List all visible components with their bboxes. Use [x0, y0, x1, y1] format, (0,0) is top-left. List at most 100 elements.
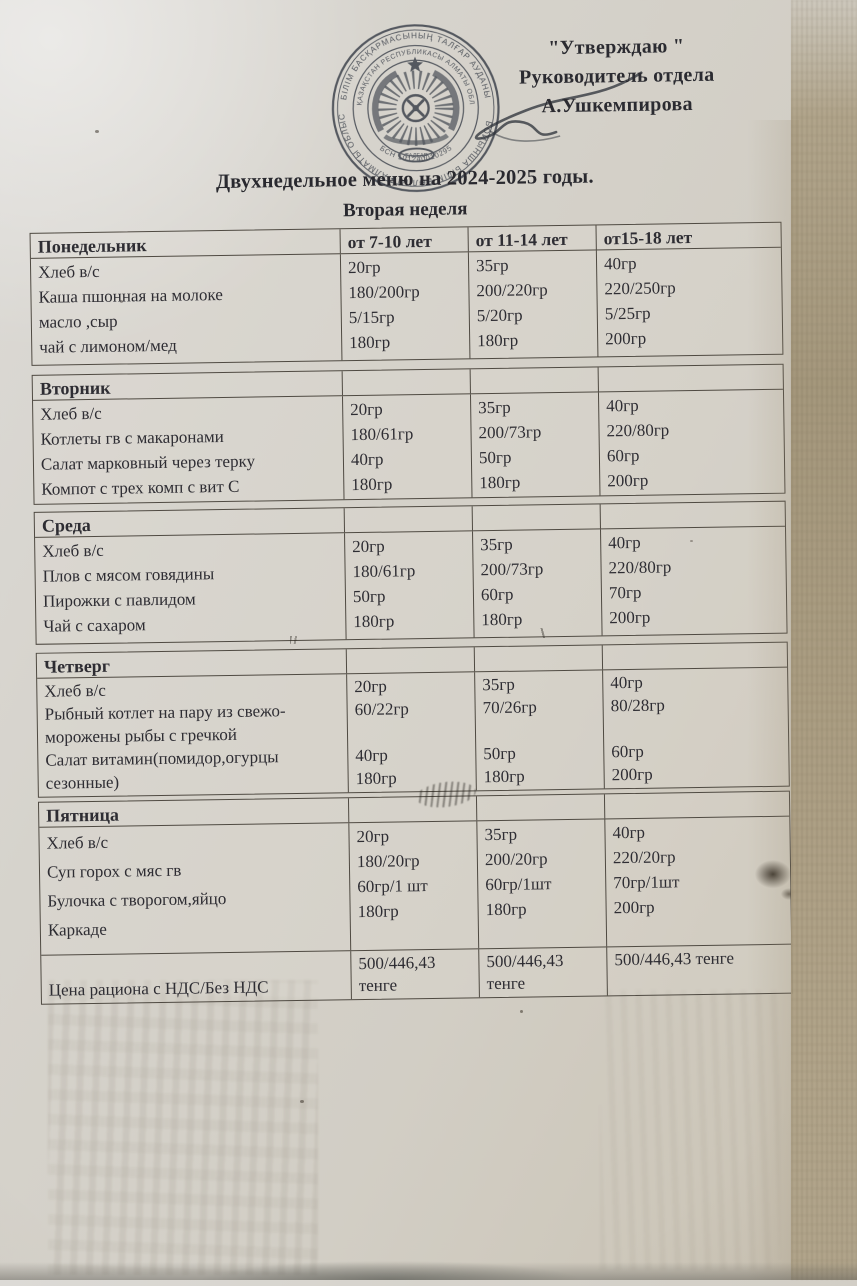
portion-line: 180/61гр	[350, 424, 414, 445]
stamp-banner-text: ТАЛҒАР	[405, 154, 428, 160]
paper-speck	[300, 1100, 304, 1103]
portion-line: 5/15гр	[348, 307, 395, 328]
official-round-stamp-icon: БІЛІМ БАСҚАРМАСЫНЫҢ ТАЛҒАР АУДАНЫ БОЙЫНШ…	[318, 8, 509, 202]
menu-day-block: Среда Хлеб в/с Плов с мясом говядины Пирожк…	[33, 500, 788, 645]
portion-line: 80/28гр	[610, 695, 665, 716]
portion-line: 200гр	[613, 897, 655, 918]
day-name: Пятница	[46, 804, 120, 826]
portion-line: 180гр	[353, 611, 395, 632]
portion-line: 35гр	[480, 534, 513, 555]
paper-speck	[520, 1010, 523, 1013]
portion-line: 180гр	[485, 899, 527, 920]
dish-list: Хлеб в/с Рыбный котлет на пару из свежо-м…	[37, 674, 348, 797]
stray-pen-mark	[290, 636, 304, 644]
portion-line: 220/250гр	[604, 278, 676, 299]
portion-line: 70гр	[608, 582, 642, 603]
dish-line: Компот с трех комп с вит С	[41, 476, 240, 499]
age-header	[469, 367, 598, 394]
portion-line: 35гр	[475, 255, 509, 276]
portion-line: 200гр	[609, 607, 651, 628]
age-header: от 11-14 лет	[467, 225, 596, 252]
dish-line: Суп горох с мяс гв	[46, 860, 182, 882]
portion-line: 35гр	[484, 824, 518, 845]
age-header	[475, 794, 605, 821]
dish-line: Каркаде	[47, 919, 107, 940]
portion-line: 60гр/1 шт	[357, 876, 428, 897]
dish-list: Хлеб в/с Суп горох с мяс гв Булочка с твор…	[39, 823, 350, 955]
dish-line: сезонные)	[45, 772, 120, 793]
age-header	[343, 506, 472, 533]
portion-line: 20гр	[347, 257, 381, 278]
portion-line: 60гр	[606, 445, 640, 466]
portion-column: 35гр 200/20гр 60гр/1шт 180гр	[476, 819, 607, 949]
portion-line: 200/220гр	[476, 280, 548, 301]
day-content-row: Хлеб в/с Рыбный котлет на пару из свежо-м…	[37, 667, 789, 797]
portion-column: 35гр 200/73гр 60гр 180гр	[472, 529, 602, 638]
portion-line: 200гр	[611, 764, 653, 785]
portion-line	[355, 719, 471, 744]
day-content-row: Хлеб в/с Плов с мясом говядины Пирожки с п…	[35, 526, 787, 644]
portion-line: 20гр	[356, 826, 390, 847]
day-content-row: Хлеб в/с Котлеты гв с макаронами Салат мар…	[33, 389, 785, 504]
portion-column: 20гр 180/200гр 5/15гр 180гр	[339, 252, 470, 361]
paper-speck	[120, 300, 123, 303]
dish-list: Хлеб в/с Плов с мясом говядины Пирожки с п…	[35, 533, 346, 644]
day-content-row: Хлеб в/с Каша пшонная на молоке масло ,сыр…	[31, 247, 783, 365]
portion-line: 40гр	[350, 449, 384, 470]
portion-line: 60/22гр	[354, 699, 409, 720]
stamp-emblem-icon: ТАЛҒАР	[372, 56, 460, 163]
day-name: Вторник	[39, 377, 111, 399]
price-value: 500/446,43 тенге	[350, 949, 479, 1000]
portion-line: 20гр	[352, 536, 385, 557]
age-header	[603, 791, 790, 819]
portion-line: 200/73гр	[480, 559, 544, 580]
stamp-star-icon	[407, 56, 423, 72]
portion-line: 180гр	[477, 330, 519, 351]
portion-column: 35гр 200/73гр 50гр 180гр	[469, 392, 600, 498]
portion-line: 60гр	[480, 584, 514, 605]
menu-day-block: Понедельник от 7-10 лет от 11-14 лет от15-1…	[29, 221, 784, 366]
portion-line: 180гр	[479, 472, 521, 493]
portion-column: 20гр 180/61гр 40гр 180гр	[341, 394, 472, 500]
portion-line: 200гр	[607, 470, 649, 491]
price-value: 500/446,43 тенге	[606, 944, 792, 996]
portion-line: 220/80гр	[608, 557, 672, 578]
portion-column: 40гр 220/80гр 70гр 200гр	[599, 526, 787, 636]
portion-line: 180гр	[349, 332, 391, 353]
portion-line: 40гр	[608, 532, 641, 553]
portion-line: 40гр	[606, 395, 639, 416]
price-label: Цена рациона с НДС/Без НДС	[41, 951, 351, 1004]
portion-line: 200гр	[605, 328, 647, 349]
portion-column: 35гр 200/220гр 5/20гр 180гр	[467, 250, 598, 359]
approval-block: "Утверждаю " Руководитель отдела А.Ушкем…	[489, 31, 745, 122]
portion-line: 50гр	[483, 743, 516, 764]
portion-column: 40гр 80/28гр 60гр 200гр	[602, 667, 789, 789]
ink-blob-smudge	[778, 886, 800, 902]
portion-line: 200/20гр	[484, 849, 548, 870]
dish-list: Хлеб в/с Котлеты гв с макаронами Салат мар…	[33, 396, 343, 504]
portion-line: 180/200гр	[348, 282, 420, 303]
handwritten-signature	[429, 59, 650, 157]
paper-speck	[690, 540, 693, 542]
portion-line: 70/26гр	[482, 697, 537, 718]
portion-line: 5/20гр	[476, 305, 523, 326]
day-name: Четверг	[43, 655, 111, 677]
dish-line: Чай с сахаром	[43, 615, 146, 636]
day-name: Понедельник	[37, 235, 147, 257]
portion-line	[611, 715, 784, 741]
day-content-row: Хлеб в/с Суп горох с мяс гв Булочка с твор…	[39, 816, 792, 955]
portion-line: 180/61гр	[352, 561, 416, 582]
portion-line	[483, 717, 599, 742]
dish-list: Хлеб в/с Каша пшонная на молоке масло ,сыр…	[31, 254, 342, 365]
age-header	[471, 504, 600, 531]
portion-line: 180гр	[357, 901, 399, 922]
portion-column: 40гр 220/80гр 60гр 200гр	[597, 389, 785, 496]
dish-line: Хлеб в/с	[46, 832, 109, 853]
price-label-text: Цена рациона с НДС/Без НДС	[48, 977, 269, 1000]
dish-line: Булочка с творогом,яйцо	[47, 889, 227, 911]
age-header	[345, 647, 475, 674]
age-header: от15-18 лет	[595, 222, 781, 250]
portion-line: 5/25гр	[604, 303, 651, 324]
portion-line: 35гр	[478, 397, 511, 418]
